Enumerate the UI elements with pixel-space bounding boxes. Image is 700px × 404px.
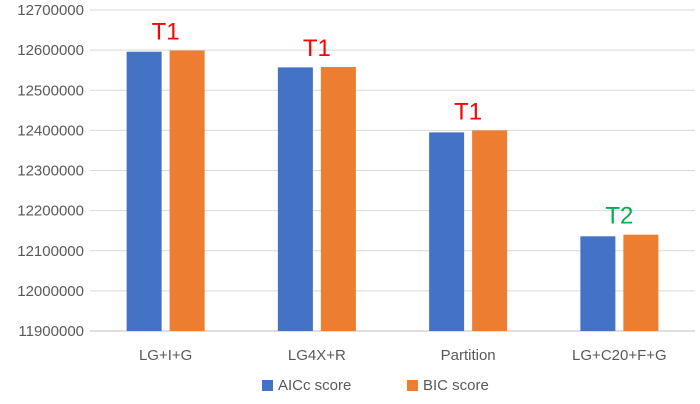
y-tick-label: 12000000 (17, 283, 84, 300)
annotation-label: T1 (454, 98, 482, 125)
bar-aicc (277, 67, 313, 331)
bar-aicc (429, 132, 465, 331)
x-tick-label: LG4X+R (288, 347, 346, 364)
y-tick-label: 12300000 (17, 163, 84, 180)
y-tick-label: 11900000 (18, 323, 84, 340)
annotation-label: T1 (303, 35, 331, 62)
x-tick-label: LG+C20+F+G (572, 347, 667, 364)
x-tick-label: Partition (441, 347, 496, 364)
legend-label-aicc: AICc score (278, 377, 351, 394)
bar-bic (169, 50, 205, 332)
y-tick-label: 12100000 (17, 243, 84, 260)
y-tick-label: 12400000 (17, 122, 84, 139)
legend-swatch-bic (407, 380, 418, 391)
annotation-label: T2 (605, 203, 633, 230)
bar-bic (623, 234, 659, 331)
y-tick-label: 12200000 (17, 203, 84, 220)
y-tick-label: 12600000 (17, 42, 84, 59)
bar-bic (472, 130, 508, 331)
y-tick-label: 12500000 (17, 82, 84, 99)
bar-aicc (580, 236, 616, 331)
legend-label-bic: BIC score (423, 377, 489, 394)
bar-aicc (126, 51, 162, 331)
bar-bic (320, 66, 356, 331)
legend-swatch-aicc (262, 380, 273, 391)
y-tick-label: 12700000 (17, 2, 84, 19)
annotation-label: T1 (152, 19, 180, 46)
x-tick-label: LG+I+G (139, 347, 192, 364)
